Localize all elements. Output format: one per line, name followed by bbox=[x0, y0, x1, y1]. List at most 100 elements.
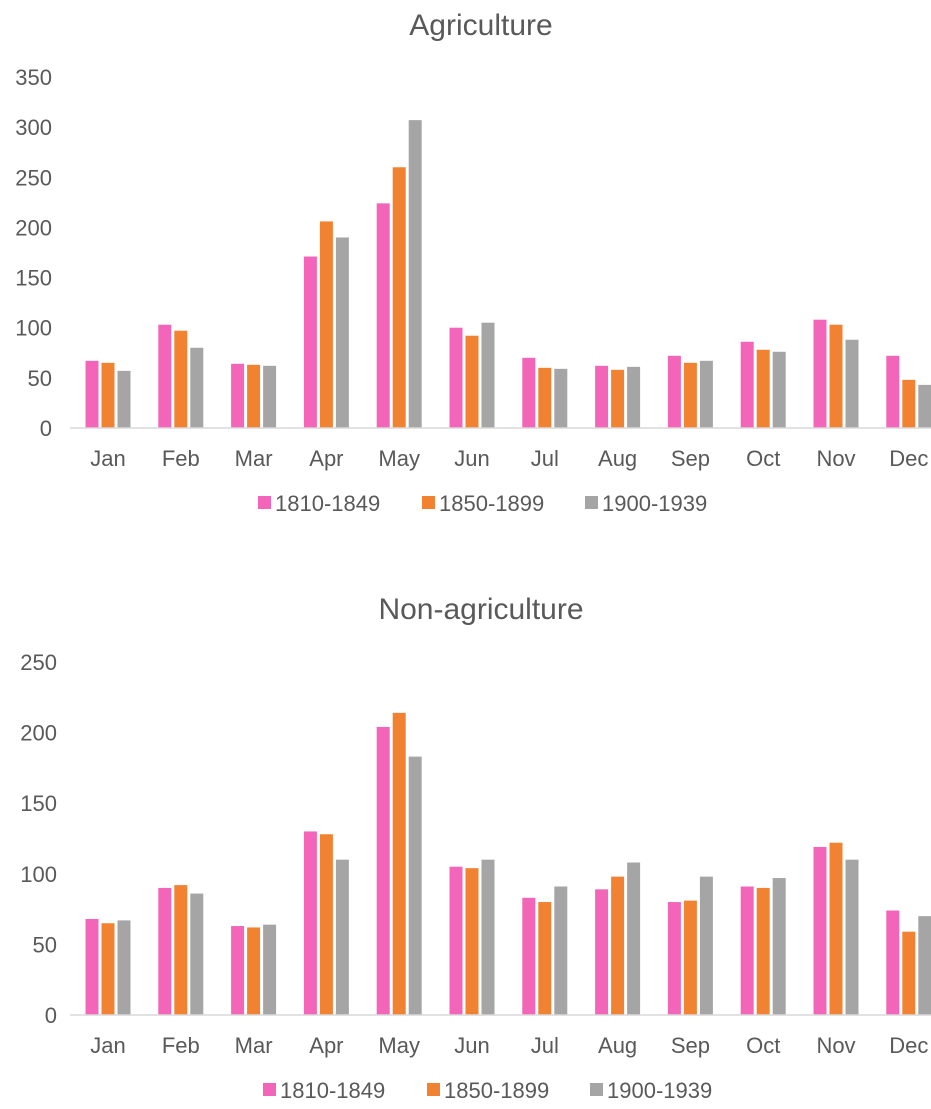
x-tick-label: Apr bbox=[309, 446, 343, 471]
bar-oct-1810-1849 bbox=[740, 886, 754, 1015]
bar-sep-1900-1939 bbox=[699, 876, 713, 1015]
bar-oct-1810-1849 bbox=[740, 341, 754, 428]
bar-jun-1900-1939 bbox=[481, 322, 495, 428]
y-tick-label: 100 bbox=[20, 862, 57, 887]
x-tick-label: Sep bbox=[671, 1033, 710, 1058]
bar-feb-1810-1849 bbox=[158, 887, 172, 1015]
x-tick-label: Nov bbox=[816, 446, 855, 471]
x-tick-label: Oct bbox=[746, 446, 780, 471]
bar-jul-1850-1899 bbox=[538, 367, 552, 428]
bar-jul-1810-1849 bbox=[522, 357, 536, 428]
bar-feb-1850-1899 bbox=[174, 330, 188, 428]
x-tick-label: Dec bbox=[889, 446, 928, 471]
x-tick-label: Feb bbox=[162, 1033, 200, 1058]
x-tick-label: Jul bbox=[531, 446, 559, 471]
legend-swatch bbox=[422, 496, 435, 509]
bar-jan-1850-1899 bbox=[101, 362, 115, 428]
bar-may-1810-1849 bbox=[376, 203, 390, 428]
bar-apr-1850-1899 bbox=[319, 834, 333, 1015]
x-tick-label: Jun bbox=[454, 1033, 489, 1058]
bar-jan-1850-1899 bbox=[101, 923, 115, 1015]
bar-dec-1900-1939 bbox=[918, 384, 931, 428]
x-tick-label: Dec bbox=[889, 1033, 928, 1058]
bar-aug-1900-1939 bbox=[627, 862, 641, 1015]
legend-swatch bbox=[258, 496, 271, 509]
x-tick-label: Jul bbox=[531, 1033, 559, 1058]
bar-may-1900-1939 bbox=[408, 120, 422, 428]
bar-oct-1900-1939 bbox=[772, 351, 786, 428]
legend-label: 1850-1899 bbox=[439, 491, 544, 516]
legend-label: 1900-1939 bbox=[602, 491, 707, 516]
bar-apr-1850-1899 bbox=[319, 221, 333, 428]
bar-apr-1900-1939 bbox=[335, 237, 349, 428]
bar-sep-1850-1899 bbox=[683, 362, 697, 428]
bar-nov-1900-1939 bbox=[845, 859, 859, 1015]
x-tick-label: Jun bbox=[454, 446, 489, 471]
bar-nov-1810-1849 bbox=[813, 846, 827, 1015]
bar-sep-1850-1899 bbox=[683, 900, 697, 1015]
bar-jan-1900-1939 bbox=[117, 920, 131, 1015]
bar-jul-1900-1939 bbox=[554, 886, 568, 1015]
x-tick-label: Mar bbox=[235, 1033, 273, 1058]
bar-feb-1810-1849 bbox=[158, 324, 172, 428]
bar-jul-1810-1849 bbox=[522, 897, 536, 1015]
x-tick-label: May bbox=[378, 1033, 420, 1058]
bar-mar-1810-1849 bbox=[231, 926, 245, 1015]
bar-mar-1900-1939 bbox=[263, 365, 277, 428]
x-tick-label: Jan bbox=[90, 446, 125, 471]
x-tick-label: Feb bbox=[162, 446, 200, 471]
bar-may-1810-1849 bbox=[376, 726, 390, 1015]
bar-sep-1810-1849 bbox=[667, 902, 681, 1015]
bar-oct-1850-1899 bbox=[756, 349, 770, 428]
bar-jan-1810-1849 bbox=[85, 360, 99, 428]
x-tick-label: Aug bbox=[598, 446, 637, 471]
bar-feb-1900-1939 bbox=[190, 893, 204, 1015]
bar-jan-1810-1849 bbox=[85, 918, 99, 1015]
bar-sep-1900-1939 bbox=[699, 360, 713, 428]
x-tick-label: May bbox=[378, 446, 420, 471]
x-tick-label: Nov bbox=[816, 1033, 855, 1058]
y-tick-label: 150 bbox=[20, 791, 57, 816]
legend-swatch bbox=[263, 1083, 276, 1096]
bar-mar-1810-1849 bbox=[231, 363, 245, 428]
x-tick-label: Apr bbox=[309, 1033, 343, 1058]
bar-aug-1850-1899 bbox=[611, 369, 625, 428]
x-tick-label: Sep bbox=[671, 446, 710, 471]
bar-dec-1850-1899 bbox=[902, 379, 916, 428]
bar-oct-1850-1899 bbox=[756, 887, 770, 1015]
bar-nov-1900-1939 bbox=[845, 339, 859, 428]
bar-may-1850-1899 bbox=[392, 712, 406, 1015]
bar-jun-1850-1899 bbox=[465, 335, 479, 428]
bar-apr-1810-1849 bbox=[303, 256, 317, 428]
bar-feb-1900-1939 bbox=[190, 347, 204, 428]
legend-label: 1850-1899 bbox=[444, 1078, 549, 1103]
bar-oct-1900-1939 bbox=[772, 878, 786, 1015]
legend-label: 1810-1849 bbox=[280, 1078, 385, 1103]
bar-apr-1810-1849 bbox=[303, 831, 317, 1015]
bar-jul-1850-1899 bbox=[538, 902, 552, 1015]
y-tick-label: 200 bbox=[20, 721, 57, 746]
bar-dec-1810-1849 bbox=[886, 910, 900, 1015]
x-tick-label: Oct bbox=[746, 1033, 780, 1058]
bar-jul-1900-1939 bbox=[554, 368, 568, 428]
bar-jun-1850-1899 bbox=[465, 868, 479, 1015]
bar-may-1850-1899 bbox=[392, 167, 406, 428]
bar-dec-1850-1899 bbox=[902, 931, 916, 1015]
legend-label: 1900-1939 bbox=[607, 1078, 712, 1103]
bar-nov-1810-1849 bbox=[813, 319, 827, 428]
bar-mar-1900-1939 bbox=[263, 924, 277, 1015]
bar-mar-1850-1899 bbox=[247, 927, 261, 1015]
bar-dec-1900-1939 bbox=[918, 916, 931, 1015]
bar-aug-1810-1849 bbox=[595, 889, 609, 1015]
y-tick-label: 350 bbox=[15, 65, 52, 90]
bar-mar-1850-1899 bbox=[247, 364, 261, 428]
y-tick-label: 300 bbox=[15, 115, 52, 140]
chart-title: Agriculture bbox=[409, 9, 552, 42]
legend-label: 1810-1849 bbox=[275, 491, 380, 516]
x-tick-label: Jan bbox=[90, 1033, 125, 1058]
bar-nov-1850-1899 bbox=[829, 842, 843, 1015]
bar-apr-1900-1939 bbox=[335, 859, 349, 1015]
y-tick-label: 100 bbox=[15, 316, 52, 341]
bar-jan-1900-1939 bbox=[117, 370, 131, 428]
